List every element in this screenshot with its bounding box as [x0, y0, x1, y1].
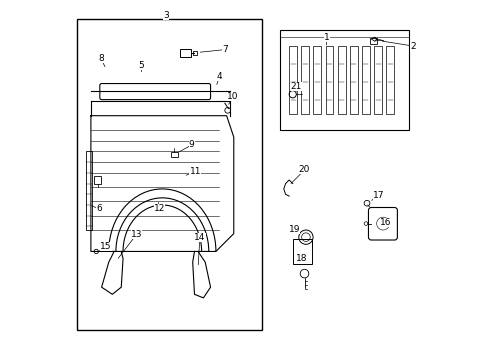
Text: 2: 2	[409, 41, 415, 50]
Text: 15: 15	[100, 242, 111, 251]
Text: 7: 7	[222, 45, 227, 54]
FancyBboxPatch shape	[367, 207, 397, 240]
Bar	[193, 51, 196, 55]
Text: 4: 4	[216, 72, 222, 81]
Bar	[313, 46, 321, 114]
Text: 9: 9	[188, 140, 194, 149]
Bar	[77, 19, 262, 330]
Text: 18: 18	[295, 254, 307, 263]
Text: 16: 16	[379, 218, 390, 227]
Text: 1: 1	[323, 33, 329, 42]
Bar	[361, 46, 369, 114]
FancyBboxPatch shape	[100, 84, 210, 100]
Bar	[386, 46, 393, 114]
Bar	[180, 49, 190, 57]
Text: 13: 13	[131, 230, 142, 239]
Text: 3: 3	[163, 11, 168, 20]
Bar	[292, 239, 312, 264]
Bar	[337, 46, 345, 114]
Bar	[325, 46, 333, 114]
Bar	[349, 46, 357, 114]
Text: 17: 17	[372, 190, 384, 199]
Bar	[373, 46, 381, 114]
Text: 14: 14	[194, 233, 205, 242]
Bar	[369, 38, 377, 44]
Bar	[171, 152, 177, 157]
Bar	[85, 152, 92, 230]
Text: 12: 12	[154, 204, 165, 213]
Text: 10: 10	[227, 91, 238, 100]
Text: 11: 11	[189, 167, 201, 176]
Text: 19: 19	[288, 225, 300, 234]
Text: 6: 6	[96, 204, 102, 213]
Text: 20: 20	[298, 166, 309, 175]
Bar	[301, 46, 308, 114]
Bar	[280, 30, 408, 130]
Text: 21: 21	[290, 82, 302, 91]
Bar	[94, 176, 101, 184]
Text: 5: 5	[139, 61, 144, 70]
Text: 8: 8	[98, 54, 103, 63]
Bar	[288, 46, 296, 114]
